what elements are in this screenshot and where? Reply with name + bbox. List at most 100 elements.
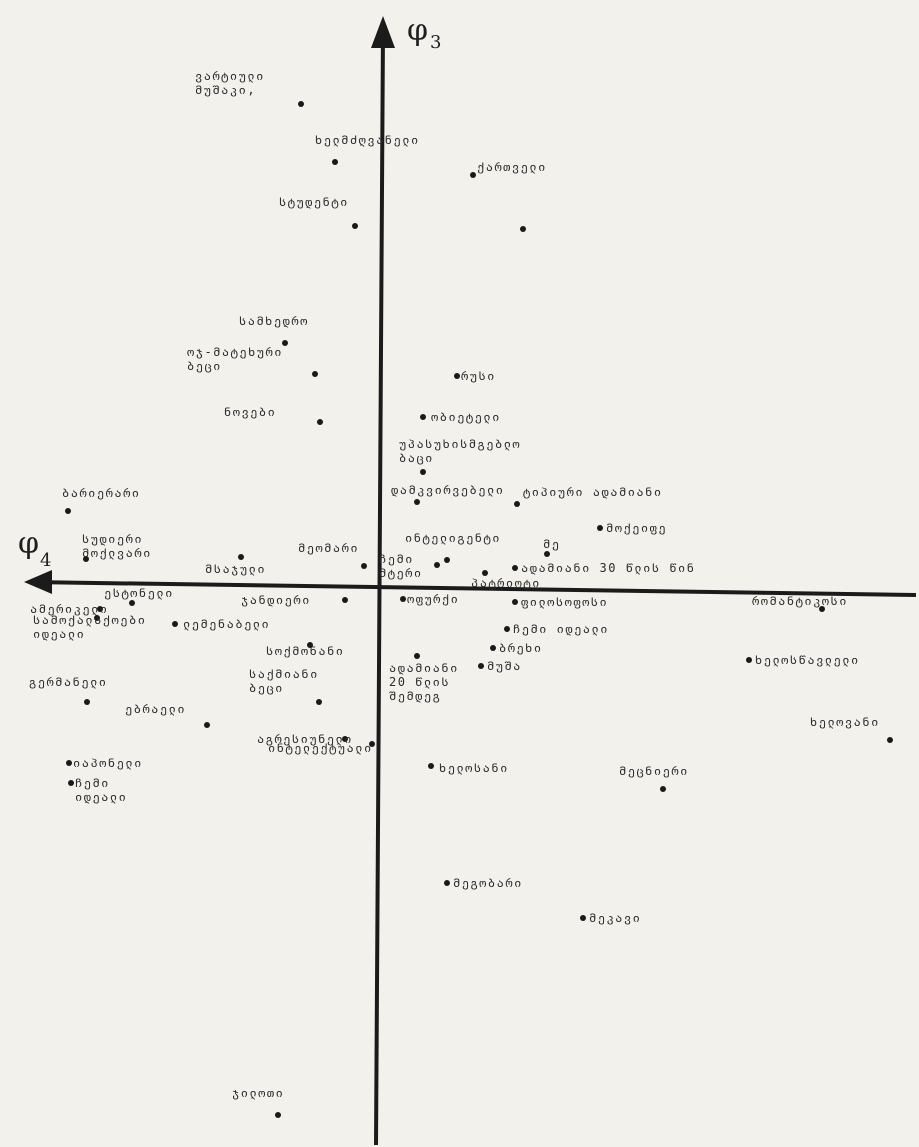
point-label: მეკავი bbox=[589, 911, 641, 925]
point-label: საქმიანი bbox=[249, 667, 319, 681]
point-label: ვარტიული bbox=[195, 69, 265, 83]
point-marker bbox=[361, 563, 367, 569]
point-label: მუშა bbox=[487, 659, 522, 673]
point-marker bbox=[544, 551, 550, 557]
point-label: სუდიერი bbox=[82, 532, 143, 546]
point-label: მსაჯული bbox=[205, 562, 266, 576]
data-point: მსაჯული bbox=[205, 554, 266, 576]
point-label: მეცნიერი bbox=[619, 764, 689, 778]
point-label: ფილოსოფოსი bbox=[521, 595, 608, 609]
point-marker bbox=[204, 722, 210, 728]
point-label: იაპონელი bbox=[73, 756, 143, 770]
point-marker bbox=[84, 699, 90, 705]
point-label: დამკვირვებელი bbox=[391, 483, 504, 497]
point-marker bbox=[352, 223, 358, 229]
data-point: ტიპიური ადამიანი bbox=[514, 485, 663, 507]
point-marker bbox=[597, 525, 603, 531]
point-label: ხელმძღვანელი bbox=[315, 133, 420, 147]
point-label: ბეცი bbox=[187, 359, 222, 373]
point-marker bbox=[454, 373, 460, 379]
point-label: ადამიანი bbox=[389, 661, 459, 675]
point-marker bbox=[129, 600, 135, 606]
data-point: ვარტიულიმუშაკი, bbox=[195, 69, 304, 107]
data-point: ბარიერარი bbox=[62, 486, 141, 514]
data-point: რუსი bbox=[454, 369, 496, 383]
data-point: სამხედრო bbox=[239, 314, 309, 346]
y-axis-subscript: 3 bbox=[430, 32, 441, 53]
point-marker bbox=[414, 653, 420, 659]
data-point: ფილოსოფოსი bbox=[512, 595, 608, 609]
point-label: ქართველი bbox=[477, 160, 547, 174]
axes-group bbox=[24, 16, 916, 1145]
point-label: ხელოსწავლელი bbox=[755, 653, 860, 667]
point-marker bbox=[342, 597, 348, 603]
point-label: რომანტიკოსი bbox=[752, 594, 848, 608]
point-label: პატრიოტი bbox=[471, 576, 541, 590]
point-label: მოქეიფე bbox=[606, 521, 667, 535]
point-marker bbox=[332, 159, 338, 165]
point-marker bbox=[504, 626, 510, 632]
point-marker bbox=[414, 499, 420, 505]
point-label: ლემენაბელი bbox=[183, 617, 270, 631]
point-marker bbox=[66, 760, 72, 766]
data-point: სუდიერიმოქლვარი bbox=[82, 532, 152, 562]
data-point: მეკავი bbox=[580, 911, 641, 925]
point-marker bbox=[172, 621, 178, 627]
data-point: იაპონელი bbox=[66, 756, 143, 770]
point-marker bbox=[238, 554, 244, 560]
data-point: ხელოსანი bbox=[428, 761, 509, 775]
point-marker bbox=[444, 880, 450, 886]
y-axis-arrowhead bbox=[371, 16, 395, 48]
point-label: ჩემი bbox=[379, 552, 414, 566]
point-label: სამხედრო bbox=[239, 314, 309, 328]
data-point: მოქეიფე bbox=[597, 521, 667, 535]
point-label: იდეალი bbox=[33, 627, 85, 641]
point-marker bbox=[746, 657, 752, 663]
point-label: ადამიანი 30 წლის წინ bbox=[521, 561, 696, 575]
point-label: 20 წლის bbox=[389, 675, 450, 689]
data-point: მუშა bbox=[478, 659, 522, 673]
point-marker bbox=[428, 763, 434, 769]
point-marker bbox=[312, 371, 318, 377]
data-point: დამკვირვებელი bbox=[391, 483, 504, 505]
point-label: ბეცი bbox=[249, 681, 284, 695]
data-point: ოფურქი bbox=[400, 592, 459, 606]
data-point: ესტონელი bbox=[104, 586, 174, 606]
data-point: მე bbox=[543, 537, 560, 557]
point-marker bbox=[298, 101, 304, 107]
x-axis-title: φ 4 bbox=[18, 526, 51, 571]
point-label: მე bbox=[543, 537, 560, 551]
point-label: უპასუხისმგებლო bbox=[399, 437, 521, 451]
y-axis-label: φ bbox=[407, 13, 428, 48]
point-marker bbox=[317, 419, 323, 425]
point-label: ბრეხი bbox=[499, 641, 543, 655]
point-marker bbox=[420, 469, 426, 475]
point-marker bbox=[316, 699, 322, 705]
point-label: მუშაკი, bbox=[195, 83, 256, 97]
point-label: გერმანელი bbox=[29, 675, 108, 689]
point-marker bbox=[887, 737, 893, 743]
point-label: ობიეტელი bbox=[431, 410, 501, 424]
data-point: მეცნიერი bbox=[619, 764, 689, 792]
point-marker bbox=[490, 645, 496, 651]
x-axis-arrowhead bbox=[24, 570, 52, 594]
data-point: სტუდენტი bbox=[279, 195, 358, 229]
point-label: ტიპიური ადამიანი bbox=[523, 485, 663, 499]
point-label: ინტელიგენტი bbox=[405, 531, 501, 545]
data-point: ხელოვანი bbox=[810, 715, 893, 743]
data-point: ინტელექტუალი bbox=[268, 741, 375, 755]
point-label: სამოქალაქოები bbox=[33, 613, 146, 627]
point-marker bbox=[444, 557, 450, 563]
point-label: მტერი bbox=[379, 566, 423, 580]
point-label: ბარიერარი bbox=[62, 486, 141, 500]
data-point: ქართველი bbox=[470, 160, 547, 178]
point-marker bbox=[434, 562, 440, 568]
point-marker bbox=[470, 172, 476, 178]
data-point: მეგობარი bbox=[444, 876, 523, 890]
point-marker bbox=[68, 780, 74, 786]
